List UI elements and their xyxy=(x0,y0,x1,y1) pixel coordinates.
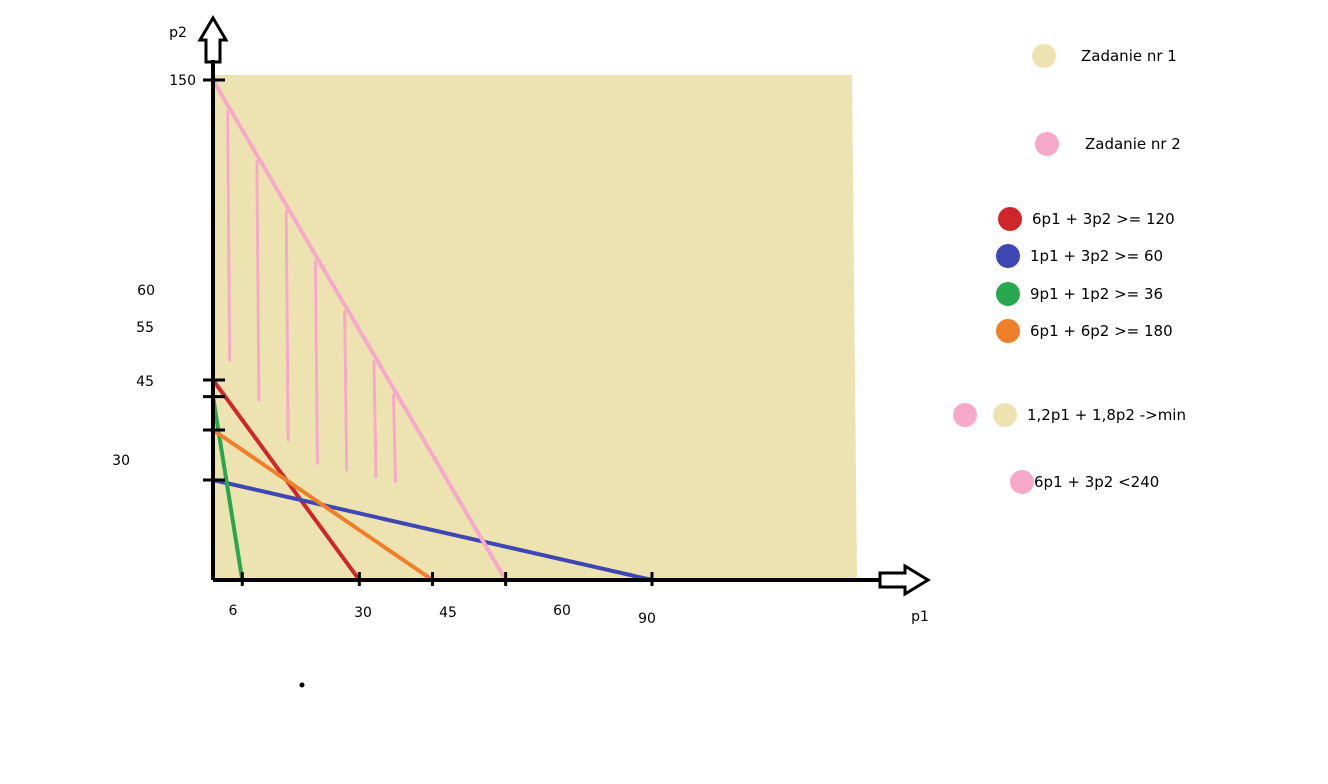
y-tick-label: 30 xyxy=(112,453,130,469)
series-line-3 xyxy=(211,394,245,582)
legend-label-c3: 9p1 + 1p2 >= 36 xyxy=(1030,285,1164,303)
x-tick-label: 30 xyxy=(354,605,372,621)
x-tick-label: 60 xyxy=(553,603,571,619)
legend-swatch-c4 xyxy=(996,319,1020,343)
hatch-line xyxy=(372,360,378,479)
y-tick-label: 45 xyxy=(136,374,154,390)
legend-swatch-zad2 xyxy=(1035,132,1059,156)
series-line-4 xyxy=(211,428,435,582)
y-axis-label: p2 xyxy=(169,25,187,41)
legend-item-c4: 6p1 + 6p2 >= 180 xyxy=(996,319,1173,343)
y-axis-arrow xyxy=(197,15,229,64)
legend-label-zad2: Zadanie nr 2 xyxy=(1085,135,1181,153)
legend-item-c1: 6p1 + 3p2 >= 120 xyxy=(998,207,1175,231)
y-tick-label: 55 xyxy=(136,320,154,336)
hatch-line xyxy=(226,110,232,362)
series-line-2 xyxy=(211,478,654,582)
legend-label-zad1: Zadanie nr 1 xyxy=(1081,47,1177,65)
legend-item-objective: 1,2p1 + 1,8p2 ->min xyxy=(953,403,1186,427)
hatch-line xyxy=(255,160,261,402)
series-line-5 xyxy=(211,78,508,582)
legend-label-c2: 1p1 + 3p2 >= 60 xyxy=(1030,247,1164,265)
stray-dot xyxy=(299,682,305,688)
legend-swatch-c2 xyxy=(996,244,1020,268)
hatch-line xyxy=(313,260,319,465)
legend-item-c2: 1p1 + 3p2 >= 60 xyxy=(996,244,1163,268)
hatch-line xyxy=(343,310,349,472)
x-tick-label: 45 xyxy=(439,605,457,621)
x-tick-label: 90 xyxy=(638,611,656,627)
region-zadanie-1 xyxy=(213,75,857,580)
x-tick-label: 6 xyxy=(229,603,238,619)
x-axis-arrow xyxy=(878,563,931,597)
x-axis-label: p1 xyxy=(911,609,929,625)
legend-label-c4: 6p1 + 6p2 >= 180 xyxy=(1030,322,1173,340)
legend-item-c5: 6p1 + 3p2 <240 xyxy=(1010,470,1159,494)
hatch-line xyxy=(284,210,290,442)
legend-item-zad1: Zadanie nr 1 xyxy=(1032,44,1177,68)
legend-swatch-c3 xyxy=(996,282,1020,306)
legend-swatch-zad1 xyxy=(1032,44,1056,68)
y-tick-label: 150 xyxy=(169,73,196,89)
legend-swatch-objective-beige xyxy=(993,403,1017,427)
legend-item-c3: 9p1 + 1p2 >= 36 xyxy=(996,282,1163,306)
legend-swatch-c1 xyxy=(998,207,1022,231)
hatch-line xyxy=(391,393,397,483)
legend-label-c5: 6p1 + 3p2 <240 xyxy=(1034,473,1160,491)
legend-swatch-objective-pink xyxy=(953,403,977,427)
y-tick-label: 60 xyxy=(137,283,155,299)
legend-swatch-c5 xyxy=(1010,470,1034,494)
legend-item-zad2: Zadanie nr 2 xyxy=(1035,132,1181,156)
legend-label-objective: 1,2p1 + 1,8p2 ->min xyxy=(1027,406,1186,424)
legend-label-c1: 6p1 + 3p2 >= 120 xyxy=(1032,210,1175,228)
